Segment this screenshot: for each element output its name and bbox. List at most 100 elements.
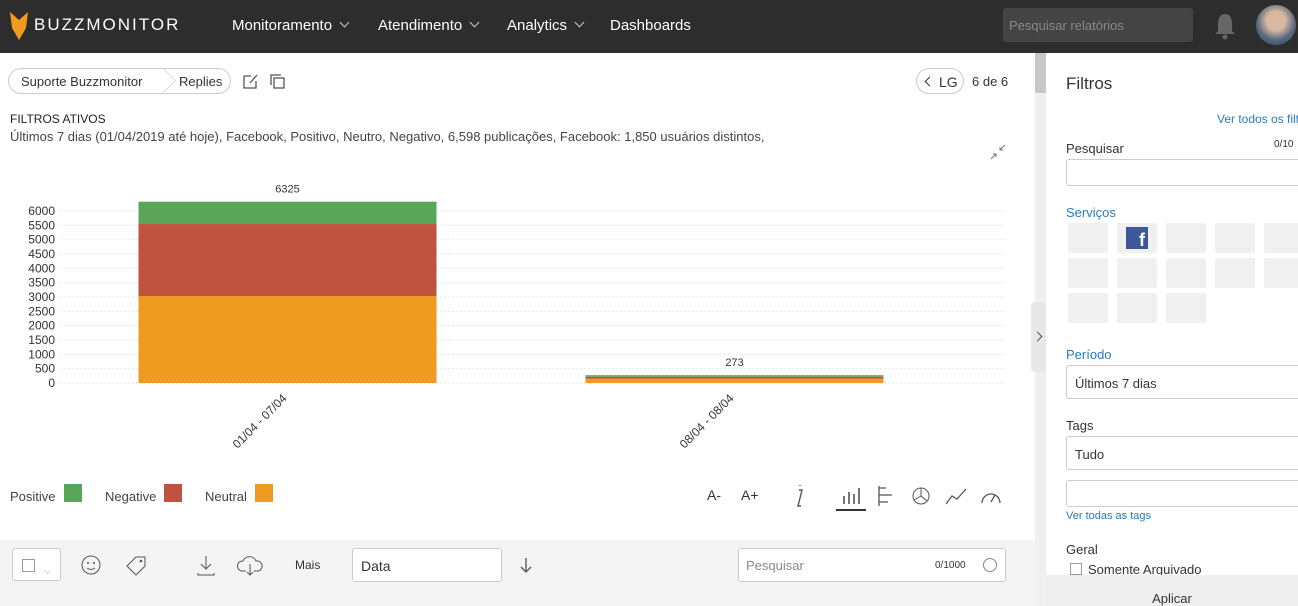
legend-label: Negative bbox=[105, 489, 157, 504]
menu-item[interactable]: Dashboards bbox=[610, 17, 691, 34]
font-increase[interactable]: A+ bbox=[741, 487, 759, 503]
bar-segment bbox=[585, 378, 884, 383]
y-tick-label: 500 bbox=[35, 362, 55, 376]
brand[interactable]: BUZZMONITOR bbox=[34, 15, 181, 34]
service-news[interactable] bbox=[1117, 293, 1157, 323]
menu-label: Dashboards bbox=[610, 17, 691, 34]
bar-segment bbox=[585, 375, 884, 377]
filters-heading: FILTROS ATIVOS bbox=[10, 112, 106, 126]
total-label: 273 bbox=[725, 357, 743, 369]
service-instagram[interactable] bbox=[1166, 223, 1206, 253]
tags-search[interactable] bbox=[1066, 480, 1298, 507]
search-count: 0/1000 bbox=[935, 560, 966, 571]
general-label: Geral bbox=[1066, 542, 1098, 557]
x-tick-label: 08/04 - 08/04 bbox=[677, 391, 737, 451]
sort-direction[interactable] bbox=[516, 556, 536, 576]
search-count: 0/10 bbox=[1274, 139, 1294, 150]
sort-select[interactable]: Data bbox=[352, 548, 502, 582]
collapse-icon[interactable] bbox=[990, 144, 1006, 160]
bar-segment bbox=[585, 376, 884, 379]
panel-title: Filtros bbox=[1066, 74, 1113, 93]
legend-swatch bbox=[63, 484, 82, 502]
chart-type-icons[interactable] bbox=[790, 482, 1010, 512]
apply-button[interactable]: Aplicar bbox=[1046, 575, 1298, 606]
crumb[interactable]: Suporte Buzzmonitor bbox=[21, 74, 143, 89]
service-chat[interactable] bbox=[1264, 258, 1298, 288]
menu-label: Atendimento bbox=[378, 17, 463, 34]
search-placeholder: Pesquisar bbox=[746, 558, 804, 573]
bar-segment bbox=[138, 295, 437, 383]
legend-item[interactable]: Neutral bbox=[205, 484, 273, 504]
edit-copy-icons[interactable] bbox=[242, 72, 292, 90]
report-search[interactable]: Pesquisar relatórios bbox=[1003, 8, 1193, 42]
y-tick-label: 2500 bbox=[28, 304, 55, 318]
legend-item[interactable]: Negative bbox=[105, 484, 183, 504]
legend-swatch bbox=[164, 484, 183, 502]
bar-segment bbox=[138, 201, 437, 225]
service-video[interactable] bbox=[1215, 258, 1255, 288]
y-tick-label: 2000 bbox=[28, 319, 55, 333]
prev-label: LG bbox=[939, 74, 958, 90]
service-facebook[interactable]: f bbox=[1117, 223, 1157, 253]
y-tick-label: 1000 bbox=[28, 347, 55, 361]
avatar[interactable] bbox=[1256, 5, 1296, 45]
breadcrumb: Suporte Buzzmonitor Replies bbox=[8, 68, 231, 94]
menu-label: Analytics bbox=[507, 17, 568, 34]
x-tick-label: 01/04 - 07/04 bbox=[230, 391, 290, 451]
y-tick-label: 3500 bbox=[28, 276, 55, 290]
more-button[interactable]: Mais bbox=[295, 558, 321, 572]
legend-swatch bbox=[254, 484, 273, 502]
bell-icon[interactable] bbox=[1213, 12, 1237, 40]
total-label: 6325 bbox=[275, 184, 299, 196]
search-label: Pesquisar bbox=[1066, 141, 1124, 156]
service-other[interactable] bbox=[1166, 293, 1206, 323]
period-select[interactable]: Últimos 7 dias bbox=[1066, 365, 1298, 399]
filters-text: Últimos 7 dias (01/04/2019 até hoje), Fa… bbox=[10, 129, 765, 144]
see-all-link[interactable]: Ver todos os filt bbox=[1217, 112, 1298, 126]
see-tags-link[interactable]: Ver todas as tags bbox=[1066, 510, 1151, 522]
tags-select[interactable]: Tudo bbox=[1066, 436, 1298, 470]
service-ticket[interactable] bbox=[1117, 258, 1157, 288]
tags-label: Tags bbox=[1066, 418, 1094, 433]
menu-item[interactable]: Analytics bbox=[507, 17, 585, 34]
crumb[interactable]: Replies bbox=[179, 74, 223, 89]
y-tick-label: 6000 bbox=[28, 204, 55, 218]
prev-button[interactable]: LG bbox=[916, 68, 964, 94]
archived-option[interactable]: Somente Arquivado bbox=[1070, 562, 1201, 577]
select-all[interactable] bbox=[12, 548, 61, 581]
legend-label: Neutral bbox=[205, 489, 247, 504]
legend-label: Positive bbox=[10, 489, 56, 504]
panel-toggle[interactable] bbox=[1031, 302, 1046, 372]
y-tick-label: 4000 bbox=[28, 261, 55, 275]
legend-item[interactable]: Positive bbox=[10, 484, 82, 504]
service-email[interactable] bbox=[1068, 258, 1108, 288]
toolbar-icons[interactable] bbox=[78, 553, 288, 579]
post-search[interactable]: Pesquisar 0/1000 bbox=[738, 548, 1006, 582]
y-tick-label: 5000 bbox=[28, 233, 55, 247]
archived-label: Somente Arquivado bbox=[1088, 562, 1202, 577]
top-nav: BUZZMONITOR Monitoramento Atendimento An… bbox=[0, 0, 1298, 53]
logo-icon bbox=[10, 12, 28, 40]
service-linkedin[interactable] bbox=[1264, 223, 1298, 253]
bar-segment bbox=[138, 224, 437, 296]
service-youtube[interactable] bbox=[1215, 223, 1255, 253]
y-tick-label: 4500 bbox=[28, 247, 55, 261]
y-tick-label: 3000 bbox=[28, 290, 55, 304]
menu-item[interactable]: Monitoramento bbox=[232, 17, 350, 34]
y-tick-label: 1500 bbox=[28, 333, 55, 347]
menu-item[interactable]: Atendimento bbox=[378, 17, 480, 34]
page-count: 6 de 6 bbox=[972, 74, 1009, 89]
filters-panel: Filtros Ver todos os filt Pesquisar 0/10… bbox=[1046, 53, 1298, 606]
y-tick-label: 0 bbox=[48, 376, 55, 390]
service-photo[interactable] bbox=[1166, 258, 1206, 288]
menu-label: Monitoramento bbox=[232, 17, 333, 34]
chart: 0500100015002000250030003500400045005000… bbox=[28, 184, 1005, 451]
service-quote[interactable] bbox=[1068, 293, 1108, 323]
period-label: Período bbox=[1066, 347, 1112, 362]
font-decrease[interactable]: A- bbox=[707, 487, 721, 503]
apply-label: Aplicar bbox=[1152, 591, 1192, 606]
service-twitter[interactable] bbox=[1068, 223, 1108, 253]
filter-search[interactable] bbox=[1066, 159, 1298, 186]
y-tick-label: 5500 bbox=[28, 218, 55, 232]
